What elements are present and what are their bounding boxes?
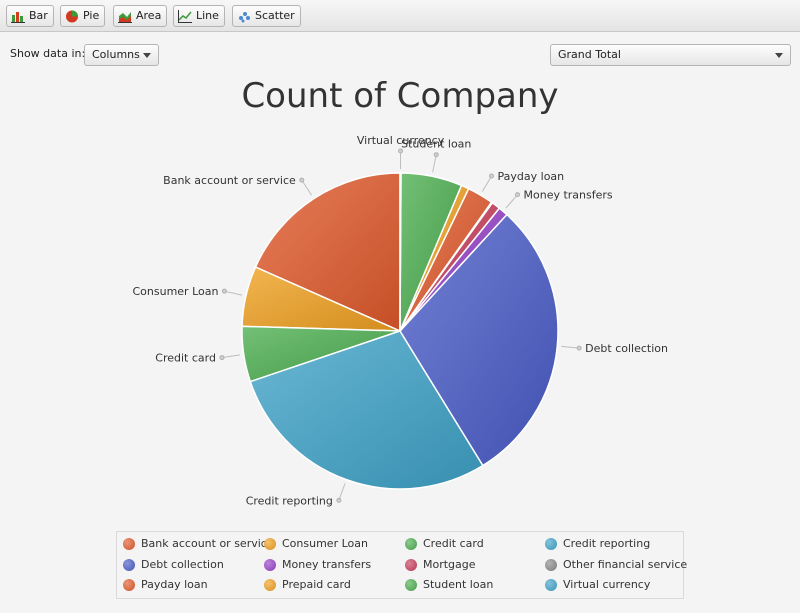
pie-chart: Bank account or service Consumer Loan Cred… [132, 134, 668, 507]
chevron-down-icon [143, 53, 151, 58]
legend-swatch [264, 578, 276, 591]
chart-title: Count of Company [241, 76, 559, 116]
slice-label-consumer-loan: Consumer Loan [132, 285, 218, 298]
label-line-consumer-loan [224, 290, 243, 296]
label-line-credit-card [221, 354, 240, 359]
legend-item-money-transfers[interactable]: Money transfers [264, 558, 371, 571]
pie-slice-virtual-currency[interactable] [399, 172, 402, 332]
legend-swatch [545, 558, 557, 571]
slice-label-money-transfers: Money transfers [524, 189, 613, 202]
slice-label-debt-collection: Debt collection [585, 342, 668, 355]
legend-swatch [264, 537, 276, 550]
label-line-money-transfers [505, 194, 518, 209]
legend-item-credit-reporting[interactable]: Credit reporting [545, 537, 650, 550]
pie-chart-icon [66, 10, 78, 22]
legend-label: Student loan [423, 578, 494, 591]
line-button-label: Line [196, 9, 219, 22]
legend-item-credit-card[interactable]: Credit card [405, 537, 484, 550]
legend-swatch [405, 537, 417, 550]
legend-label: Payday loan [141, 578, 208, 591]
chevron-down-icon [775, 53, 783, 58]
pie-slice-credit-reporting[interactable] [249, 330, 484, 490]
label-line-payday-loan [481, 175, 492, 192]
legend-label: Credit card [423, 537, 484, 550]
label-line-debt-collection [561, 345, 580, 349]
label-dot-credit-card [219, 355, 225, 361]
area-chart-icon [118, 11, 132, 23]
label-dot-virtual-currency [398, 148, 404, 154]
legend-swatch [123, 537, 135, 550]
label-line-credit-reporting [338, 483, 346, 501]
label-dot-bank-account-or-service [299, 177, 305, 183]
show-data-label: Show data in: [10, 47, 86, 60]
chart-legend: Bank account or service Consumer Loan Cred… [116, 531, 687, 599]
line-chart-icon [178, 9, 192, 23]
data-controls: Show data in: Columns Grand Total [0, 44, 800, 66]
pie-slice-bank-account-or-service[interactable] [254, 172, 401, 333]
label-dot-consumer-loan [221, 288, 227, 294]
bar-button-label: Bar [29, 9, 48, 22]
legend-swatch [123, 558, 135, 571]
legend-item-prepaid-card[interactable]: Prepaid card [264, 578, 351, 591]
label-dot-money-transfers [515, 192, 521, 198]
legend-swatch [123, 578, 135, 591]
legend-label: Debt collection [141, 558, 224, 571]
slice-label-payday-loan: Payday loan [498, 170, 565, 183]
legend-label: Virtual currency [563, 578, 651, 591]
legend-item-mortgage[interactable]: Mortgage [405, 558, 476, 571]
pie-button[interactable]: Pie [60, 5, 106, 27]
slice-label-student-loan: Student loan [401, 138, 471, 151]
label-dot-debt-collection [576, 345, 582, 351]
line-button[interactable]: Line [173, 5, 225, 27]
legend-item-student-loan[interactable]: Student loan [405, 578, 493, 591]
legend-item-bank-account-or-service[interactable]: Bank account or service [123, 537, 274, 550]
label-dot-student-loan [433, 152, 439, 158]
legend-swatch [264, 558, 276, 571]
legend-label: Money transfers [282, 558, 372, 571]
label-line-student-loan [432, 154, 437, 173]
legend-label: Bank account or service [141, 537, 274, 550]
legend-swatch [545, 537, 557, 550]
legend-swatch [405, 558, 417, 571]
chart-type-toolbar: Bar Pie Area Line Scatter [0, 0, 800, 32]
legend-swatch [405, 578, 417, 591]
slice-label-virtual-currency: Virtual currency [357, 134, 445, 147]
legend-label: Prepaid card [282, 578, 351, 591]
legend-label: Other financial service [563, 558, 688, 571]
pie-button-label: Pie [83, 9, 100, 22]
legend-item-payday-loan[interactable]: Payday loan [123, 578, 208, 591]
pie-slice-debt-collection[interactable] [399, 213, 559, 467]
scatter-button[interactable]: Scatter [232, 5, 301, 27]
legend-item-debt-collection[interactable]: Debt collection [123, 558, 224, 571]
label-dot-credit-reporting [336, 497, 342, 503]
bar-chart-icon [11, 11, 25, 23]
series-value: Grand Total [558, 48, 621, 61]
legend-item-virtual-currency[interactable]: Virtual currency [545, 578, 650, 591]
area-button-label: Area [136, 9, 162, 22]
area-button[interactable]: Area [113, 5, 168, 27]
label-dot-payday-loan [489, 173, 495, 179]
legend-swatch [545, 578, 557, 591]
slice-label-credit-reporting: Credit reporting [246, 494, 333, 507]
orientation-value: Columns [92, 48, 140, 61]
legend-label: Consumer Loan [282, 537, 368, 550]
legend-label: Mortgage [423, 558, 476, 571]
legend-item-consumer-loan[interactable]: Consumer Loan [264, 537, 368, 550]
slice-label-credit-card: Credit card [155, 352, 216, 365]
scatter-chart-icon [239, 11, 250, 22]
legend-label: Credit reporting [563, 537, 651, 550]
series-select[interactable]: Grand Total [550, 44, 791, 66]
legend-item-other-financial-service[interactable]: Other financial service [545, 558, 687, 571]
label-line-bank-account-or-service [301, 179, 313, 196]
scatter-button-label: Scatter [255, 9, 295, 22]
bar-button[interactable]: Bar [6, 5, 54, 27]
orientation-select[interactable]: Columns [84, 44, 159, 66]
slice-label-bank-account-or-service: Bank account or service [163, 174, 296, 187]
